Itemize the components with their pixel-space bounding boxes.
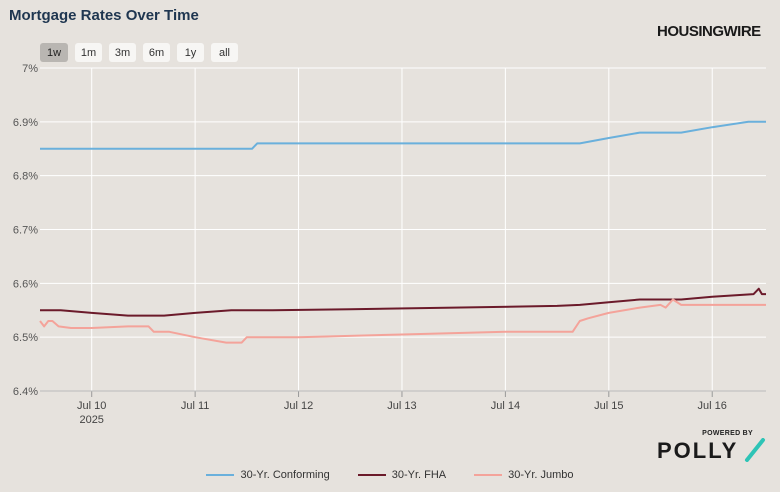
- x-tick-sublabel: 2025: [79, 414, 103, 426]
- range-button-all[interactable]: all: [211, 43, 238, 62]
- legend-item-fha[interactable]: 30-Yr. FHA: [357, 469, 447, 481]
- y-tick-label: 6.7%: [13, 225, 38, 237]
- y-tick-label: 7%: [22, 63, 38, 75]
- legend-label-fha: 30-Yr. FHA: [391, 469, 447, 481]
- powered-by-label: POWERED BY: [702, 430, 753, 437]
- chart-title: Mortgage Rates Over Time: [9, 7, 199, 24]
- housingwire-logo[interactable]: HOUSINGWIRE: [657, 23, 761, 40]
- x-tick-label: Jul 11: [181, 400, 210, 412]
- x-tick-label: Jul 16: [698, 400, 727, 412]
- range-button-3m[interactable]: 3m: [109, 43, 136, 62]
- x-tick-label: Jul 12: [284, 400, 313, 412]
- range-button-1w[interactable]: 1w: [40, 43, 68, 62]
- legend-label-jumbo: 30-Yr. Jumbo: [508, 469, 574, 481]
- y-tick-label: 6.9%: [13, 117, 38, 129]
- y-tick-label: 6.4%: [13, 386, 38, 398]
- y-tick-label: 6.8%: [13, 171, 38, 183]
- legend-item-conforming[interactable]: 30-Yr. Conforming: [206, 469, 330, 481]
- series-line-jumbo: [39, 298, 766, 344]
- range-button-1m[interactable]: 1m: [75, 43, 102, 62]
- x-tick-label: Jul 14: [491, 400, 520, 412]
- legend-label-conforming: 30-Yr. Conforming: [240, 469, 330, 481]
- range-selector: 1w 1m 3m 6m 1y all: [40, 43, 238, 62]
- legend-swatch-fha: [357, 474, 386, 476]
- x-tick-label: Jul 13: [387, 400, 416, 412]
- polly-slash-icon: [745, 438, 765, 462]
- y-tick-label: 6.5%: [13, 332, 38, 344]
- x-tick-label: Jul 10: [77, 400, 106, 412]
- polly-wordmark: POLLY: [657, 438, 739, 463]
- range-button-6m[interactable]: 6m: [143, 43, 170, 62]
- y-tick-label: 6.6%: [13, 278, 38, 290]
- chart-legend: 30-Yr. Conforming 30-Yr. FHA 30-Yr. Jumb…: [0, 469, 780, 481]
- series-line-conforming: [40, 120, 766, 150]
- legend-swatch-conforming: [206, 474, 235, 476]
- series-line-fha: [40, 287, 766, 317]
- x-tick-label: Jul 15: [594, 400, 623, 412]
- polly-logo[interactable]: POWERED BY POLLY: [657, 430, 767, 466]
- legend-item-jumbo[interactable]: 30-Yr. Jumbo: [474, 469, 574, 481]
- range-button-1y[interactable]: 1y: [177, 43, 204, 62]
- legend-swatch-jumbo: [474, 474, 503, 476]
